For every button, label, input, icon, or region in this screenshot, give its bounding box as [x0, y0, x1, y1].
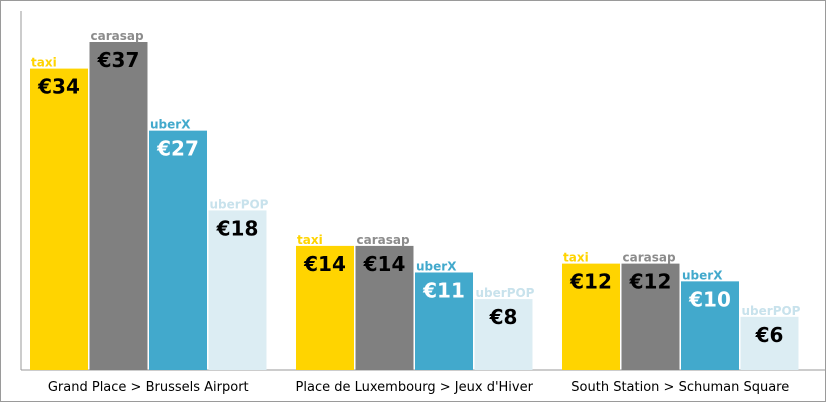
bar-uberx: [149, 130, 207, 370]
data-label-uberpop: €18: [216, 216, 259, 240]
category-label: Place de Luxembourg > Jeux d'Hiver: [296, 380, 534, 395]
bar-carasap: [89, 42, 148, 370]
data-label-taxi: €34: [37, 75, 80, 99]
series-label-uberpop: uberPOP: [210, 197, 269, 211]
category-label: South Station > Schuman Square: [571, 380, 789, 395]
bar-uberpop: [208, 210, 267, 370]
data-label-carasap: €37: [97, 48, 140, 72]
bar-uberx: [415, 272, 473, 370]
bar-carasap: [355, 245, 414, 370]
series-label-carasap: carasap: [357, 233, 410, 247]
series-label-carasap: carasap: [623, 251, 676, 265]
data-label-uberpop: €8: [489, 305, 518, 329]
bar-carasap: [621, 263, 680, 370]
bar-uberpop: [474, 299, 533, 370]
series-label-taxi: taxi: [297, 233, 323, 247]
data-label-uberpop: €6: [755, 323, 784, 347]
category-label: Grand Place > Brussels Airport: [48, 380, 249, 395]
data-label-carasap: €12: [629, 270, 672, 294]
data-label-taxi: €14: [303, 252, 346, 276]
bar-uberpop: [740, 316, 799, 370]
data-label-uberx: €11: [422, 278, 465, 302]
bar-taxi: [562, 263, 620, 370]
data-label-uberx: €10: [688, 287, 731, 311]
bar-uberx: [681, 281, 739, 370]
data-label-carasap: €14: [363, 252, 406, 276]
series-label-carasap: carasap: [91, 29, 144, 43]
series-label-uberpop: uberPOP: [476, 286, 535, 300]
series-label-uberx: uberX: [416, 259, 457, 273]
data-label-uberx: €27: [156, 137, 199, 161]
bar-taxi: [30, 68, 88, 370]
series-label-taxi: taxi: [563, 251, 589, 265]
series-label-taxi: taxi: [31, 56, 57, 70]
series-label-uberpop: uberPOP: [742, 304, 801, 318]
data-label-taxi: €12: [569, 270, 612, 294]
bar-taxi: [296, 245, 354, 370]
series-label-uberx: uberX: [682, 268, 723, 282]
series-label-uberx: uberX: [150, 118, 191, 132]
